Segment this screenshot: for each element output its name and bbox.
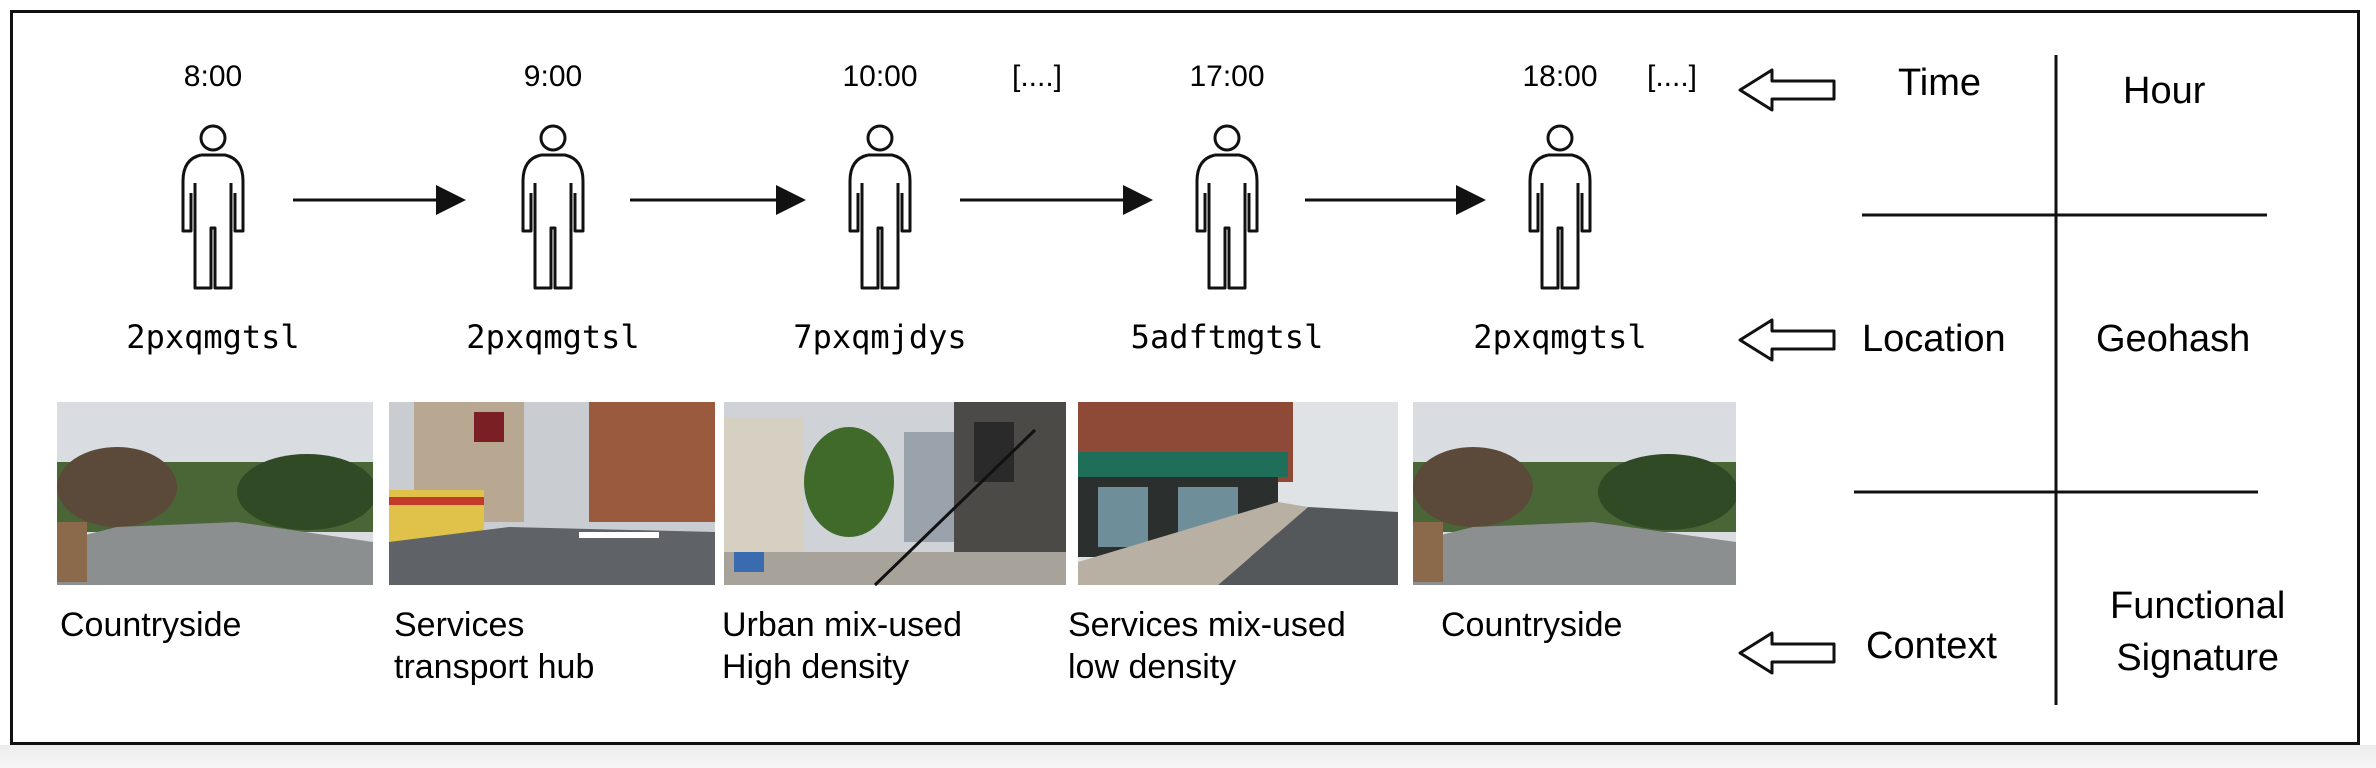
time-label-2: 9:00 <box>523 60 583 93</box>
signature-line: Signature <box>2116 637 2279 679</box>
ellipsis-2: [....] <box>1647 60 1698 93</box>
ellipsis-1: [....] <box>1012 60 1063 93</box>
context-line: Countryside <box>60 606 242 644</box>
geohash-label-2: 2pxqmgtsl <box>466 318 640 356</box>
person-icon-3 <box>848 124 912 290</box>
context-line: transport hub <box>394 648 595 686</box>
context-label-5: Countryside <box>1441 604 1622 646</box>
geohash-label-5: 2pxqmgtsl <box>1473 318 1647 356</box>
row-label-context: Context <box>1866 625 1997 667</box>
geohash-label-4: 5adftmgtsl <box>1130 318 1324 356</box>
hollow-arrow-left-icon <box>1738 631 1836 675</box>
street-photo-countryside-1 <box>57 402 373 585</box>
diagonal-line <box>873 428 1037 587</box>
time-label-4: 17:00 <box>1189 60 1265 93</box>
signature-line: Functional <box>2110 585 2286 627</box>
time-label-1: 8:00 <box>183 60 243 93</box>
street-photo-services-low-density <box>1078 402 1398 585</box>
row-label-time: Time <box>1898 62 1982 104</box>
geohash-label-1: 2pxqmgtsl <box>126 318 300 356</box>
signature-label-geohash: Geohash <box>2096 318 2251 360</box>
context-line: Services <box>394 606 525 644</box>
context-line: Countryside <box>1441 606 1623 644</box>
row-label-location: Location <box>1862 318 2006 360</box>
time-label-5: 18:00 <box>1522 60 1598 93</box>
context-line: Services mix-used <box>1068 606 1346 644</box>
context-label-4: Services mix-used low density <box>1068 604 1346 688</box>
time-label-3: 10:00 <box>842 60 918 93</box>
street-photo-transport-hub <box>389 402 715 585</box>
person-icon-5 <box>1528 124 1592 290</box>
context-label-1: Countryside <box>60 604 241 646</box>
hollow-arrow-left-icon <box>1738 318 1836 362</box>
context-line: High density <box>722 648 910 686</box>
signature-label-hour: Hour <box>2123 70 2206 112</box>
hollow-arrow-left-icon <box>1738 68 1836 112</box>
context-line: low density <box>1068 648 1237 686</box>
street-photo-urban-high-density <box>724 402 1066 585</box>
street-photo-countryside-2 <box>1413 402 1736 585</box>
bottom-shadow <box>0 745 2376 768</box>
context-label-3: Urban mix-used High density <box>722 604 962 688</box>
person-icon-2 <box>521 124 585 290</box>
diagram-frame <box>10 10 2360 745</box>
context-label-2: Services transport hub <box>394 604 594 688</box>
context-line: Urban mix-used <box>722 606 962 644</box>
geohash-label-3: 7pxqmjdys <box>793 318 967 356</box>
person-icon-1 <box>181 124 245 290</box>
signature-label-functional: Functional Signature <box>2110 580 2285 684</box>
person-icon-4 <box>1195 124 1259 290</box>
